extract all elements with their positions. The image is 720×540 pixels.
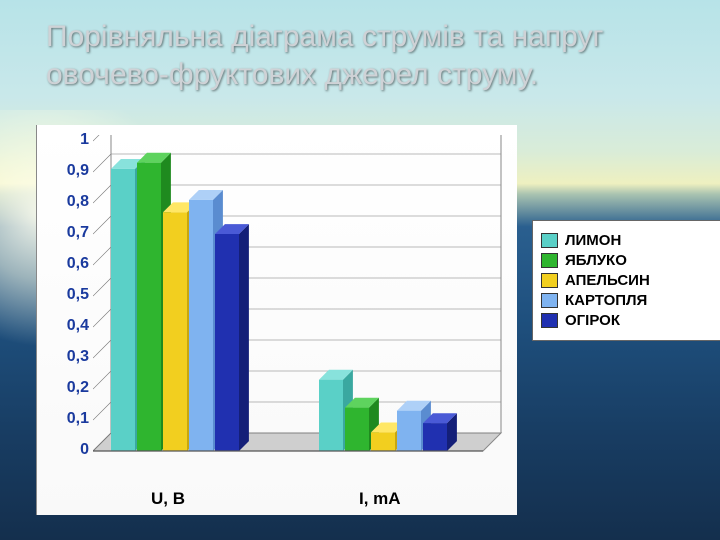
legend-swatch <box>541 313 558 328</box>
plot-area <box>93 135 503 465</box>
gridline <box>93 340 111 358</box>
y-tick-label: 0,5 <box>45 286 89 304</box>
chart-panel: 0 0,1 0,2 0,3 0,4 0,5 0,6 0,7 0,8 0,9 1 U, В І, mA <box>36 125 517 515</box>
x-tick-label: І, mA <box>359 489 401 509</box>
bar-front <box>423 423 447 451</box>
legend: ЛИМОН ЯБЛУКО АПЕЛЬСИН КАРТОПЛЯ ОГІРОК <box>532 220 720 341</box>
legend-label: КАРТОПЛЯ <box>565 292 647 309</box>
legend-item: ОГІРОК <box>541 312 711 329</box>
bar-front <box>163 212 187 451</box>
legend-item: КАРТОПЛЯ <box>541 292 711 309</box>
slide-title: Порівняльна діаграма струмів та напруг о… <box>46 18 680 95</box>
slide-background: Порівняльна діаграма струмів та напруг о… <box>0 0 720 540</box>
legend-item: ЯБЛУКО <box>541 252 711 269</box>
bar-front <box>189 200 213 451</box>
bars-svg <box>93 135 503 465</box>
y-tick-label: 0,3 <box>45 348 89 366</box>
y-tick-label: 0,9 <box>45 162 89 180</box>
gridline <box>93 185 111 203</box>
bar-front <box>319 380 343 451</box>
legend-swatch <box>541 253 558 268</box>
y-tick-label: 0 <box>45 441 89 459</box>
bar-front <box>137 163 161 451</box>
gridline <box>93 278 111 296</box>
gridline <box>93 247 111 265</box>
gridline <box>93 309 111 327</box>
legend-label: ОГІРОК <box>565 312 620 329</box>
bar-front <box>397 411 421 451</box>
bar-front <box>345 408 369 451</box>
y-tick-label: 0,7 <box>45 224 89 242</box>
x-tick-label: U, В <box>151 489 185 509</box>
gridline <box>93 154 111 172</box>
y-tick-label: 0,2 <box>45 379 89 397</box>
y-tick-label: 0,4 <box>45 317 89 335</box>
bar-side <box>239 224 249 451</box>
gridline <box>93 135 111 141</box>
y-tick-label: 0,6 <box>45 255 89 273</box>
legend-swatch <box>541 233 558 248</box>
legend-item: ЛИМОН <box>541 232 711 249</box>
bar-front <box>371 432 395 451</box>
legend-swatch <box>541 273 558 288</box>
legend-label: АПЕЛЬСИН <box>565 272 650 289</box>
gridline <box>93 216 111 234</box>
legend-label: ЛИМОН <box>565 232 621 249</box>
gridline <box>93 402 111 420</box>
bar-front <box>215 234 239 451</box>
bar-front <box>111 169 135 451</box>
y-tick-label: 1 <box>45 131 89 149</box>
y-tick-label: 0,8 <box>45 193 89 211</box>
gridline <box>93 371 111 389</box>
legend-item: АПЕЛЬСИН <box>541 272 711 289</box>
y-tick-label: 0,1 <box>45 410 89 428</box>
legend-label: ЯБЛУКО <box>565 252 627 269</box>
legend-swatch <box>541 293 558 308</box>
